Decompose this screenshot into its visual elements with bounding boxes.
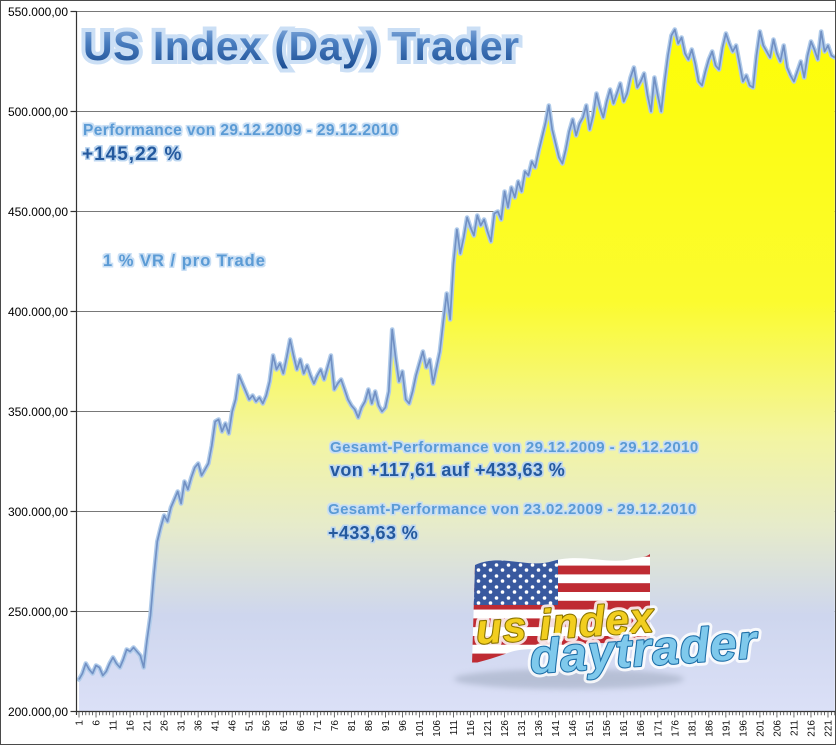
flag-stripe	[472, 627, 650, 637]
flag-stripe	[472, 565, 650, 575]
equity-area	[79, 29, 835, 712]
gesamt-performance-value-2: +433,63 %	[328, 523, 419, 543]
gesamt-performance-label-2: Gesamt-Performance von 23.02.2009 - 29.1…	[328, 501, 697, 518]
x-tick-label: 206	[772, 720, 783, 737]
x-tick-label: 61	[279, 720, 290, 732]
flag-stripe	[472, 609, 650, 619]
x-tick-label: 106	[432, 720, 443, 737]
x-tick-label: 146	[568, 720, 579, 737]
flag-stripe	[472, 574, 650, 584]
y-tick-label: 300.000,00	[8, 505, 68, 519]
x-tick-label: 171	[653, 720, 664, 737]
x-tick-label: 156	[602, 720, 613, 737]
x-tick-label: 76	[330, 720, 341, 732]
x-tick-label: 116	[466, 720, 477, 736]
flag-stripe	[472, 556, 650, 566]
x-tick-label: 181	[687, 720, 698, 737]
x-tick-label: 1	[75, 720, 86, 726]
y-tick-label: 250.000,00	[8, 605, 68, 619]
performance-value: +145,22 %	[82, 144, 183, 165]
y-tick-label: 350.000,00	[8, 405, 68, 419]
x-tick-label: 211	[789, 720, 800, 736]
performance-period-label: Performance von 29.12.2009 - 29.12.2010	[83, 122, 399, 139]
flag-stripe	[472, 592, 650, 601]
x-tick-label: 191	[721, 720, 732, 737]
x-tick-label: 126	[500, 720, 511, 737]
axes-and-ticks	[70, 10, 835, 718]
x-tick-label: 176	[670, 720, 681, 737]
gesamt-performance-value-1: von +117,61 auf +433,63 %	[330, 460, 566, 480]
x-axis-labels: 1 6 11 16 21 26 31 36 41 46 51 56 61 66 71 76 81 86 91 96 10…	[75, 720, 835, 737]
x-tick-label: 121	[483, 720, 494, 737]
x-tick-label: 151	[585, 720, 596, 737]
x-tick-label: 221	[823, 720, 834, 737]
x-tick-label: 26	[160, 720, 171, 732]
equity-line	[78, 28, 835, 680]
x-tick-label: 101	[415, 720, 426, 737]
x-tick-label: 36	[194, 720, 205, 732]
x-tick-label: 161	[619, 720, 630, 737]
x-tick-label: 11	[109, 720, 120, 731]
x-tick-label: 131	[517, 720, 528, 737]
gesamt-performance-label-1: Gesamt-Performance von 29.12.2009 - 29.1…	[330, 439, 699, 456]
x-tick-label: 51	[245, 720, 256, 732]
flag-stripe	[472, 636, 650, 645]
x-tick-label: 6	[92, 720, 103, 726]
x-tick-label: 21	[143, 720, 154, 732]
area-series	[76, 27, 835, 712]
x-tick-label: 141	[551, 720, 562, 737]
flag-stripe	[472, 600, 650, 610]
x-tick-label: 46	[228, 720, 239, 732]
chart-title-text: US Index (Day) Trader	[83, 23, 520, 69]
flag-stripe	[472, 583, 650, 593]
x-tick-label: 66	[296, 720, 307, 732]
x-tick-label: 41	[211, 720, 222, 732]
logo-shadow	[454, 669, 684, 689]
x-tick-label: 81	[347, 720, 358, 732]
x-tick-label: 201	[755, 720, 766, 737]
x-tick-label: 136	[534, 720, 545, 737]
x-tick-label: 196	[738, 720, 749, 737]
flag-stripe	[472, 618, 650, 628]
x-tick-label: 216	[806, 720, 817, 737]
x-tick-label: 111	[449, 720, 460, 736]
x-tick-label: 56	[262, 720, 273, 732]
y-tick-label: 450.000,00	[8, 205, 68, 219]
x-tick-label: 96	[398, 720, 409, 732]
chart-title: US Index (Day) Trader US Index (Day) Tra…	[79, 19, 523, 75]
y-tick-label: 200.000,00	[8, 705, 68, 719]
x-tick-label: 31	[177, 720, 188, 732]
x-tick-label: 16	[126, 720, 137, 732]
x-tick-label: 166	[636, 720, 647, 737]
brand-logo: us index us index daytrader daytrader	[454, 554, 764, 689]
x-tick-label: 71	[313, 720, 324, 732]
x-tick-label: 91	[381, 720, 392, 732]
risk-per-trade-note: 1 % VR / pro Trade	[103, 252, 266, 270]
y-tick-label: 550.000,00	[8, 5, 68, 19]
y-tick-label: 500.000,00	[8, 105, 68, 119]
y-axis-labels: 550.000,00 500.000,00 450.000,00 400.000,00…	[8, 5, 68, 719]
y-tick-label: 400.000,00	[8, 305, 68, 319]
x-tick-label: 86	[364, 720, 375, 732]
chart-title-halo: US Index (Day) Trader	[79, 19, 523, 73]
x-tick-label: 186	[704, 720, 715, 737]
